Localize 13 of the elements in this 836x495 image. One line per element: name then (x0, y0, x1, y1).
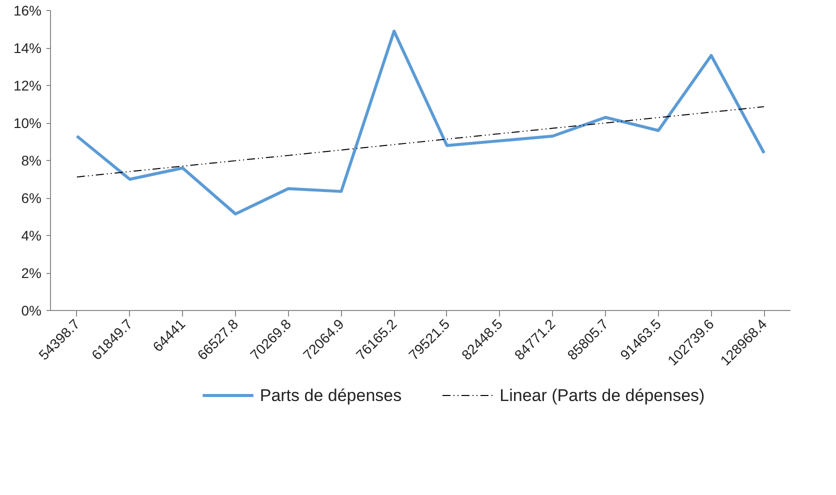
line-series (76, 106, 765, 178)
legend-label: Parts de dépenses (260, 386, 402, 405)
y-tick-label: 12% (13, 78, 42, 94)
y-tick-label: 16% (13, 2, 42, 18)
line-series (75, 30, 766, 216)
legend-label: Linear (Parts de dépenses) (500, 386, 705, 405)
y-tick-label: 0% (21, 302, 42, 318)
y-tick-label: 6% (21, 190, 42, 206)
y-tick-label: 14% (13, 40, 42, 56)
y-tick-label: 4% (21, 228, 42, 244)
y-tick-label: 2% (21, 265, 42, 281)
y-tick-label: 10% (13, 115, 42, 131)
y-tick-label: 8% (21, 152, 42, 168)
